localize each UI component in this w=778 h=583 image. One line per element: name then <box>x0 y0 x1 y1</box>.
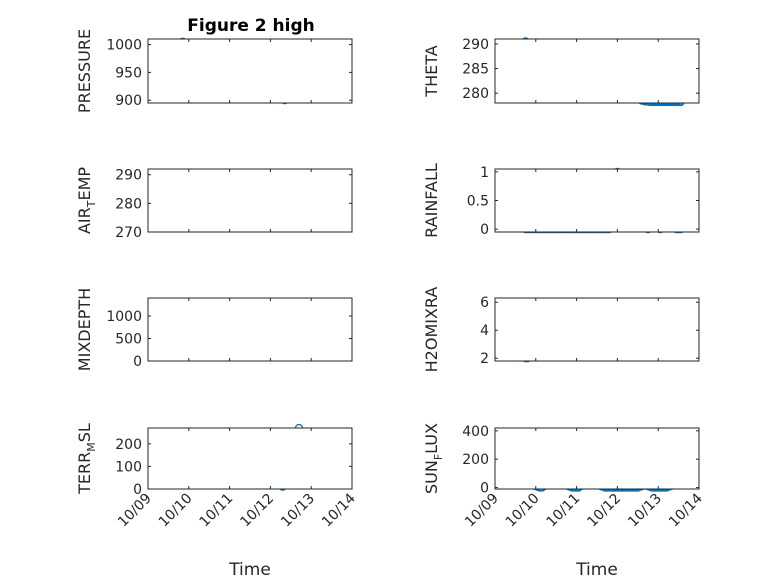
figure-title: Figure 2 high <box>187 16 315 36</box>
y-axis-label: AIRTEMP <box>75 167 98 234</box>
y-tick-label: 1 <box>480 165 489 181</box>
y-axis-label: SUNFLUX <box>422 423 445 494</box>
y-tick-label: 0 <box>480 481 489 497</box>
y-axis-label: TERRMSL <box>75 423 98 495</box>
axes-frame <box>147 168 353 233</box>
y-axis-label: RAINFALL <box>422 163 441 238</box>
axes-frame <box>494 297 700 362</box>
y-tick-label: 0 <box>480 222 489 238</box>
subplot-pressure: 900 950 1000 PRESSURE <box>75 29 353 113</box>
y-tick-label: 200 <box>115 437 142 453</box>
subplot-theta: 280 285 290 THETA <box>422 37 700 107</box>
y-axis-label: MIXDEPTH <box>75 288 94 371</box>
y-axis-label: THETA <box>422 45 441 97</box>
y-tick-label: 270 <box>115 225 142 241</box>
y-tick-label: 2 <box>480 351 489 367</box>
axes-frame <box>494 427 700 490</box>
y-tick-label: 1000 <box>106 38 142 54</box>
x-axis-label: Time <box>575 560 618 580</box>
y-tick-label: 4 <box>480 323 489 339</box>
y-tick-label: 100 <box>115 459 142 475</box>
axes-frame <box>147 297 353 362</box>
axes-frame <box>147 427 353 490</box>
y-tick-label: 0 <box>133 354 142 370</box>
y-axis-label: PRESSURE <box>75 29 94 113</box>
axes-frame <box>494 38 700 104</box>
y-tick-label: 0.5 <box>467 194 489 210</box>
y-axis-label: H2OMIXRA <box>422 287 441 373</box>
y-tick-label: 900 <box>115 93 142 109</box>
y-tick-label: 200 <box>462 452 489 468</box>
y-tick-label: 950 <box>115 65 142 81</box>
y-tick-label: 400 <box>462 424 489 440</box>
y-tick-label: 280 <box>115 196 142 212</box>
subplot-mixdepth: 0 500 1000 MIXDEPTH <box>75 288 353 371</box>
x-axis-label: Time <box>228 560 271 580</box>
y-tick-label: 0 <box>133 482 142 498</box>
axes-frame <box>147 38 353 104</box>
y-tick-label: 290 <box>462 37 489 53</box>
y-tick-label: 280 <box>462 86 489 102</box>
y-tick-label: 290 <box>115 168 142 184</box>
y-tick-label: 285 <box>462 62 489 78</box>
y-tick-label: 6 <box>480 295 489 311</box>
subplot-air-temp: 270 280 290 AIRTEMP <box>75 167 353 241</box>
axes-frame <box>494 168 700 233</box>
y-tick-label: 1000 <box>106 309 142 325</box>
subplot-h2omixra: 2 4 6 H2OMIXRA <box>422 287 700 373</box>
subplot-rainfall: 0 0.5 1 RAINFALL <box>422 163 700 238</box>
y-tick-label: 500 <box>115 332 142 348</box>
